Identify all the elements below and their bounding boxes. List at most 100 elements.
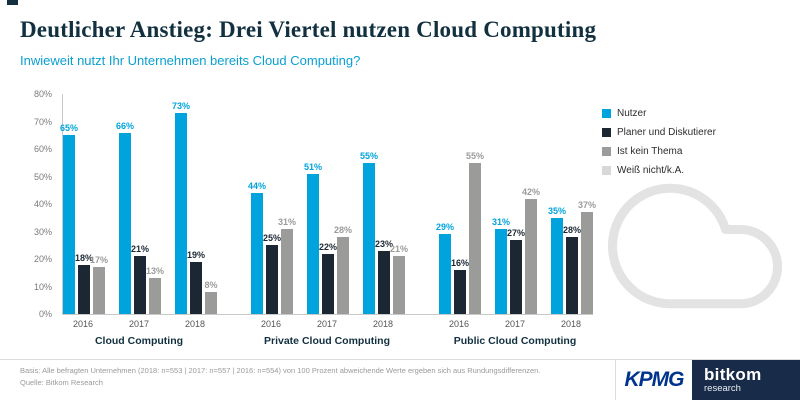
y-tick-label: 30% (33, 226, 52, 237)
source-note: Quelle: Bitkom Research (20, 378, 103, 387)
year-label: 2016 (72, 319, 94, 329)
legend-label: Ist kein Thema (617, 146, 683, 157)
bar (134, 256, 146, 314)
year-label: 2017 (128, 319, 150, 329)
bar (322, 253, 334, 314)
chart-subtitle: Inwieweit nutzt Ihr Unternehmen bereits … (20, 53, 361, 68)
bar (551, 217, 563, 314)
legend-label: Weiß nicht/k.A. (617, 165, 685, 176)
group-label: Private Cloud Computing (264, 335, 390, 347)
bar-value-label: 23% (374, 238, 393, 249)
bar-value-label: 28% (333, 225, 352, 235)
bar-value-label: 37% (577, 200, 596, 211)
bar (63, 135, 75, 314)
bar-value-label: 19% (186, 249, 205, 260)
bar (510, 239, 522, 314)
bar-value-label: 51% (303, 161, 322, 172)
kpmg-logo: KPMG (615, 360, 692, 400)
bar-value-label: 31% (277, 216, 296, 227)
legend-item: Ist kein Thema (602, 146, 716, 157)
year-label: 2016 (260, 319, 282, 329)
bitkom-logo-sub: research (704, 383, 741, 395)
bar (581, 212, 593, 314)
cloud-icon (604, 180, 786, 317)
basis-note: Basis: Alle befragten Unternehmen (2018:… (20, 366, 541, 375)
bar (149, 278, 161, 314)
bar (454, 270, 466, 314)
bar (78, 264, 90, 314)
bar-value-label: 66% (115, 120, 134, 131)
y-tick-label: 60% (33, 144, 52, 154)
bar-value-label: 42% (521, 186, 540, 197)
bar-value-label: 73% (171, 101, 190, 112)
legend-item: Planer und Diskutierer (602, 127, 716, 138)
bar-value-label: 29% (435, 222, 454, 233)
legend-swatch (602, 147, 611, 156)
footer: Basis: Alle befragten Unternehmen (2018:… (0, 359, 800, 400)
bar (175, 113, 187, 314)
legend-item: Nutzer (602, 108, 716, 119)
year-label: 2016 (448, 319, 470, 329)
y-tick-label: 0% (38, 309, 52, 319)
bitkom-logo-name: bitkom (704, 364, 762, 384)
legend-item: Weiß nicht/k.A. (602, 165, 716, 176)
bar (469, 162, 481, 314)
bar (307, 173, 319, 314)
page-title: Deutlicher Anstieg: Drei Viertel nutzen … (20, 17, 597, 42)
bar-value-label: 8% (204, 280, 218, 290)
bar (495, 228, 507, 314)
bar (266, 245, 278, 314)
year-label: 2018 (560, 319, 582, 329)
bar-value-label: 65% (59, 123, 78, 134)
bar-value-label: 18% (74, 252, 93, 263)
bar (281, 228, 293, 314)
bitkom-logo: bitkom research (692, 360, 800, 400)
bar-value-label: 28% (562, 225, 581, 235)
chart-legend: Nutzer Planer und Diskutierer Ist kein The… (602, 108, 716, 176)
bar-value-label: 21% (389, 244, 408, 255)
legend-label: Planer und Diskutierer (617, 127, 716, 138)
bar-value-label: 21% (130, 244, 149, 255)
legend-swatch (602, 109, 611, 118)
bar (251, 193, 263, 314)
bar (439, 234, 451, 314)
bar-value-label: 55% (359, 150, 378, 161)
bar-value-label: 55% (465, 150, 484, 161)
year-label: 2017 (504, 319, 526, 329)
y-tick-label: 20% (33, 254, 52, 264)
bar (566, 237, 578, 314)
footer-text: Basis: Alle befragten Unternehmen (2018:… (0, 360, 615, 400)
group-label: Public Cloud Computing (453, 335, 577, 347)
y-tick-label: 80% (33, 89, 52, 99)
bar (393, 256, 405, 314)
year-label: 2018 (372, 319, 394, 329)
bar-value-label: 22% (318, 241, 337, 252)
bar-value-label: 25% (262, 233, 281, 244)
legend-swatch (602, 128, 611, 137)
bar-value-label: 16% (450, 258, 469, 268)
group-label: Cloud Computing (94, 335, 184, 347)
bar (93, 267, 105, 314)
bar (525, 198, 537, 314)
year-label: 2018 (184, 319, 206, 329)
corner-mark (7, 0, 18, 5)
y-tick-label: 50% (33, 171, 52, 182)
bar (363, 162, 375, 314)
bar (205, 292, 217, 314)
bar-value-label: 35% (547, 205, 566, 216)
header: Deutlicher Anstieg: Drei Viertel nutzen … (0, 0, 800, 68)
bar (119, 132, 131, 314)
bar (190, 261, 202, 314)
bar-value-label: 13% (145, 266, 164, 277)
y-tick-label: 70% (33, 116, 52, 127)
legend-label: Nutzer (617, 108, 647, 119)
bar-value-label: 27% (506, 227, 525, 238)
bar-chart: 0% 10% 20% 30% 40% 50% 60% 70% 80% 65% 18% 17% 66% 2… (18, 88, 596, 356)
bar (378, 250, 390, 314)
y-tick-label: 10% (33, 281, 52, 292)
year-label: 2017 (316, 319, 338, 329)
legend-swatch (602, 166, 611, 175)
bar (337, 237, 349, 314)
y-tick-label: 40% (33, 199, 52, 209)
bar-value-label: 17% (89, 255, 108, 266)
